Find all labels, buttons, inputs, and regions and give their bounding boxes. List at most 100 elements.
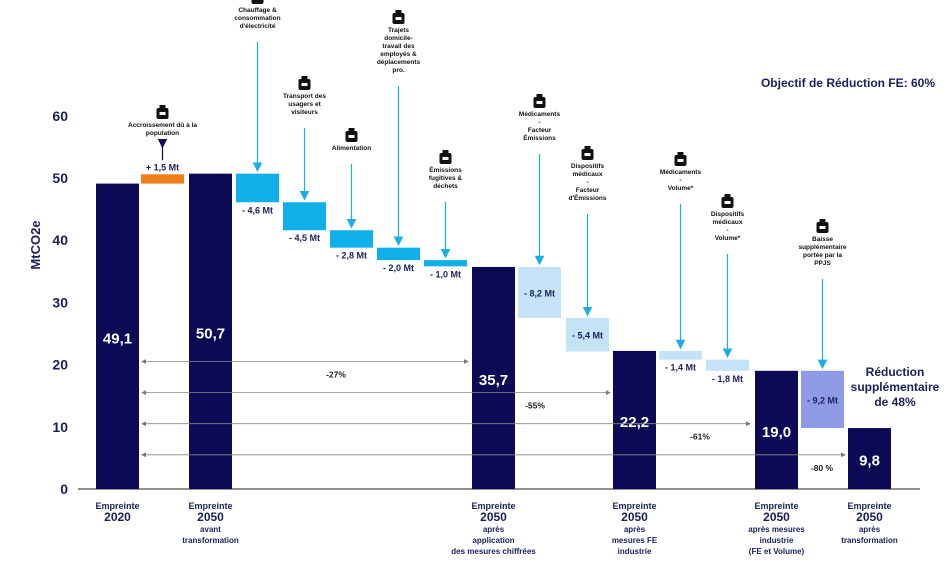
step-value-label: - 5,4 Mt (572, 331, 603, 341)
total-bar (848, 428, 891, 489)
step-annotation: - (586, 179, 588, 186)
step-annotation: Alimentation (332, 145, 371, 152)
category-label: Empreinte (95, 501, 139, 511)
award-icon-cap (819, 219, 826, 223)
people-icon-cap (159, 105, 166, 109)
total-bar (189, 173, 232, 489)
syringe-stethoscope-icon (581, 146, 594, 160)
syringe-stethoscope-icon-detail (584, 153, 591, 156)
step-annotation: travail des (382, 43, 415, 50)
step-annotation: - (726, 227, 728, 234)
step-value-label: - 4,6 Mt (242, 205, 273, 215)
pill-bottle-icon (533, 94, 546, 108)
car-icon-detail (395, 17, 402, 20)
step-annotation: supplémentaire (798, 244, 846, 251)
thermometer-icon (251, 0, 264, 4)
y-axis-label: MtCO2e (28, 220, 43, 269)
step-bar (566, 317, 609, 352)
step-value-label: - 8,2 Mt (524, 288, 555, 298)
syringe-stethoscope-icon (721, 194, 734, 208)
step-annotation: d'Émissions (568, 193, 606, 202)
y-tick-label: 50 (52, 170, 68, 186)
syringe-stethoscope-icon-cap (584, 146, 591, 150)
y-tick-label: 0 (60, 481, 68, 497)
total-bar (472, 266, 515, 489)
extra-reduction-label: Réduction supplémentaire de 48% (850, 365, 940, 410)
category-label: après (483, 525, 505, 534)
step-annotation: Accroissement dû à la (128, 122, 197, 129)
ambulance-icon-cap (301, 76, 308, 80)
plate-icon-cap (348, 128, 355, 132)
step-annotation: Émissions (429, 165, 462, 174)
pill-bottle-icon-cap (536, 94, 543, 98)
category-label: industrie (618, 547, 652, 556)
syringe-stethoscope-icon-cap (724, 194, 731, 198)
category-label: Empreinte (188, 501, 232, 511)
ambulance-icon (298, 76, 311, 90)
total-bar-value: 50,7 (196, 325, 225, 342)
step-annotation: Dispositifs (711, 211, 745, 218)
y-tick-label: 40 (52, 232, 68, 248)
plate-icon-detail (348, 135, 355, 138)
step-bar (236, 173, 279, 203)
step-annotation: Facteur (576, 187, 600, 194)
step-annotation: Volume* (715, 235, 741, 242)
total-bar-value: 22,2 (620, 414, 649, 431)
y-tick-label: 20 (52, 357, 68, 373)
y-tick-label: 60 (52, 108, 68, 124)
step-annotation: employés & (380, 51, 417, 58)
step-annotation: Facteur (528, 127, 552, 134)
pill-bottle-icon (674, 152, 687, 166)
step-annotation: domicile- (384, 35, 413, 42)
step-annotation: - (679, 177, 681, 184)
pill-bottle-icon-cap (677, 152, 684, 156)
reduction-span-label: -61% (690, 432, 710, 442)
category-label: 2050 (480, 510, 507, 524)
category-label: 2050 (621, 510, 648, 524)
total-bar-value: 19,0 (762, 424, 791, 441)
step-bar (424, 260, 467, 267)
people-icon (156, 105, 169, 119)
pill-bottle-icon-detail (536, 101, 543, 104)
step-bar (659, 350, 702, 360)
extra-reduction-line: supplémentaire (850, 380, 940, 394)
category-label: application (472, 536, 514, 545)
step-annotation: Transport des (283, 93, 326, 100)
award-icon-detail (819, 226, 826, 229)
step-annotation: consommation (234, 15, 280, 22)
category-label: des mesures chiffrées (451, 547, 536, 556)
step-bar (377, 247, 420, 261)
car-icon (392, 10, 405, 24)
car-icon-cap (395, 10, 402, 14)
step-annotation: pro. (392, 67, 404, 74)
ambulance-icon-detail (301, 83, 308, 86)
step-value-label: - 1,0 Mt (430, 269, 461, 279)
step-annotation: Médicaments (660, 169, 702, 176)
category-label: Empreinte (612, 501, 656, 511)
step-value-label: - 1,8 Mt (712, 374, 743, 384)
step-bar (283, 202, 326, 231)
category-label: après (624, 525, 646, 534)
category-label: (FE et Volume) (749, 547, 805, 556)
step-bar (141, 174, 184, 184)
total-bar (755, 370, 798, 489)
step-annotation: Émissions (523, 133, 556, 142)
step-annotation: fugitives & (429, 175, 463, 182)
category-label: 2050 (856, 510, 883, 524)
category-label: après mesures (748, 525, 805, 534)
category-label: avant (200, 525, 221, 534)
step-annotation: Baisse (812, 236, 833, 243)
step-bar (330, 230, 373, 248)
reduction-span-label: -80 % (811, 463, 834, 473)
total-bar-value: 49,1 (103, 330, 132, 347)
reduction-span-label: -55% (525, 401, 545, 411)
total-bar-value: 35,7 (479, 372, 508, 389)
category-label: Empreinte (754, 501, 798, 511)
step-annotation: visiteurs (291, 109, 318, 116)
award-icon (816, 219, 829, 233)
step-annotation: Volume* (668, 185, 694, 192)
people-icon-detail (159, 112, 166, 115)
total-bar-value: 9,8 (859, 453, 880, 470)
extra-reduction-line: Réduction (865, 365, 925, 379)
